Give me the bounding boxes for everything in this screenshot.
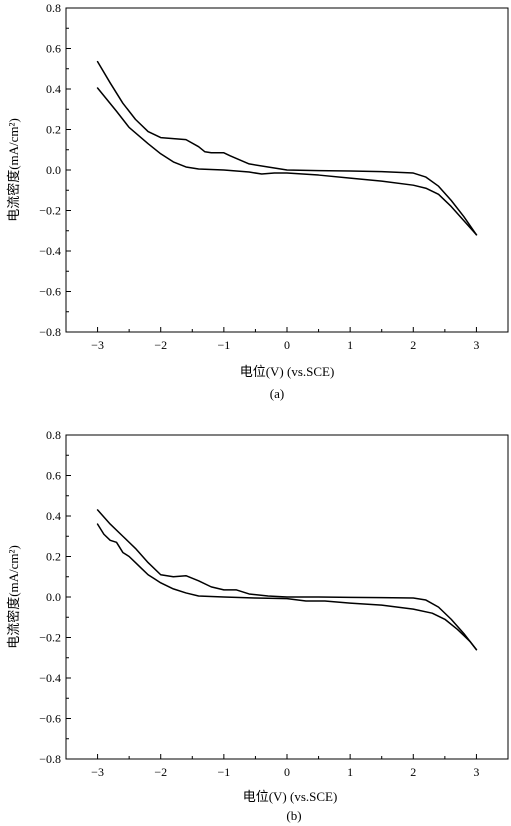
y-tick-label: 0.4	[46, 82, 61, 96]
x-tick-label: 1	[347, 765, 353, 779]
x-tick-label: 0	[284, 338, 290, 352]
series-a	[96, 60, 478, 236]
x-tick-label: −2	[154, 338, 167, 352]
series-line-upper	[96, 60, 478, 236]
panel-label-b: (b)	[286, 808, 301, 823]
y-ticks-b: −0.8 −0.6 −0.4 −0.2 0.0 0.2 0.4 0.6 0.8	[39, 428, 71, 766]
x-axis-title-b: 电位(V) (vs.SCE)	[243, 789, 338, 804]
panel-label-a: (a)	[270, 386, 284, 401]
chart-panel-b: −3 −2 −1 0 1 2 3 −0.8 −0.6 −0.4 −0.2 0.0 0.2 0.4 0.6 0…	[6, 428, 509, 823]
y-tick-label: 0.0	[46, 163, 61, 177]
y-tick-label: 0.6	[46, 469, 61, 483]
y-tick-label: 0.4	[46, 509, 61, 523]
x-tick-label: 0	[284, 765, 290, 779]
y-tick-label: 0.8	[46, 1, 61, 15]
x-tick-label: −3	[91, 765, 104, 779]
y-tick-label: 0.2	[46, 550, 61, 564]
y-axis-title-b: 电流密度(mA/cm²)	[6, 545, 21, 649]
chart-panel-a: −3 −2 −1 0 1 2 3 −0.8 −0.6 −0.4 −0.2 0.0 0.2 0.4 0.6 0…	[6, 1, 509, 401]
y-ticks-a: −0.8 −0.6 −0.4 −0.2 0.0 0.2 0.4 0.6 0.8	[39, 1, 71, 339]
x-axis-title-a: 电位(V) (vs.SCE)	[240, 364, 335, 379]
x-tick-label: 2	[410, 338, 416, 352]
x-tick-label: 3	[473, 765, 479, 779]
y-tick-label: −0.6	[39, 712, 61, 726]
y-tick-label: 0.2	[46, 123, 61, 137]
series-line-lower	[96, 523, 478, 651]
x-tick-label: −2	[154, 765, 167, 779]
series-line-lower	[96, 87, 478, 236]
y-tick-label: −0.4	[39, 244, 61, 258]
x-tick-label: −3	[91, 338, 104, 352]
y-tick-label: 0.6	[46, 42, 61, 56]
y-tick-label: −0.4	[39, 671, 61, 685]
y-tick-label: −0.2	[39, 631, 61, 645]
y-tick-label: 0.8	[46, 428, 61, 442]
y-tick-label: −0.6	[39, 285, 61, 299]
series-line-upper	[96, 509, 478, 651]
x-ticks-a: −3 −2 −1 0 1 2 3	[65, 327, 509, 352]
series-b	[96, 509, 478, 651]
x-tick-label: −1	[217, 338, 230, 352]
x-tick-label: −1	[217, 765, 230, 779]
y-tick-label: −0.8	[39, 752, 61, 766]
x-tick-label: 1	[347, 338, 353, 352]
y-axis-title-a: 电流密度(mA/cm²)	[6, 118, 21, 222]
y-tick-label: −0.2	[39, 204, 61, 218]
x-tick-label: 2	[410, 765, 416, 779]
x-ticks-b: −3 −2 −1 0 1 2 3	[65, 754, 509, 779]
x-tick-label: 3	[473, 338, 479, 352]
y-tick-label: 0.0	[46, 590, 61, 604]
y-tick-label: −0.8	[39, 325, 61, 339]
